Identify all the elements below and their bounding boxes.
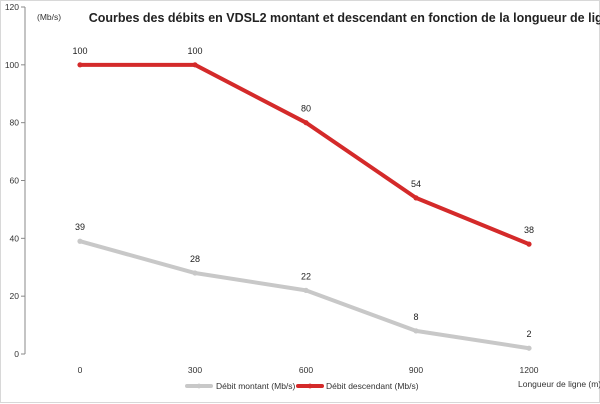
data-label-debit-montant: 39 (75, 222, 85, 232)
legend-marker-debit-montant (196, 383, 202, 389)
legend-label-debit-descendant: Débit descendant (Mb/s) (326, 381, 419, 391)
data-label-debit-descendant: 38 (524, 225, 534, 235)
data-point-debit-descendant (413, 195, 419, 201)
chart-title: Courbes des débits en VDSL2 montant et d… (89, 11, 600, 25)
y-tick-label: 120 (5, 2, 19, 12)
data-point-debit-descendant (77, 62, 83, 68)
data-point-debit-descendant (526, 241, 532, 247)
data-label-debit-descendant: 100 (187, 46, 202, 56)
x-tick-label: 300 (188, 365, 202, 375)
x-tick-label: 0 (78, 365, 83, 375)
data-point-debit-descendant (303, 120, 309, 126)
x-tick-label: 900 (409, 365, 423, 375)
y-tick-label: 80 (10, 118, 20, 128)
data-label-debit-montant: 22 (301, 271, 311, 281)
legend-marker-debit-descendant (307, 383, 313, 389)
x-axis-label: Longueur de ligne (m) (518, 379, 600, 389)
data-point-debit-montant (77, 238, 83, 244)
data-label-debit-montant: 2 (526, 329, 531, 339)
y-tick-label: 100 (5, 60, 19, 70)
data-point-debit-descendant (192, 62, 198, 68)
series-line-debit-montant (78, 239, 531, 351)
x-tick-label: 600 (299, 365, 313, 375)
series-layer: 39 28 22 8 2 100 100 80 54 38 (72, 46, 534, 351)
legend: Débit montant (Mb/s) Débit descendant (Mb… (185, 381, 419, 391)
x-tick-label: 1200 (520, 365, 539, 375)
data-label-debit-montant: 8 (413, 312, 418, 322)
series-line-debit-descendant (78, 62, 531, 247)
y-axis-ticks: 0 20 40 60 80 100 120 (5, 2, 25, 359)
data-label-debit-montant: 28 (190, 254, 200, 264)
data-label-debit-descendant: 80 (301, 104, 311, 114)
y-tick-label: 20 (10, 291, 20, 301)
x-axis-ticks: 0 300 600 900 1200 (78, 365, 539, 375)
y-axis-label: (Mb/s) (37, 12, 61, 22)
data-point-debit-montant (192, 270, 198, 276)
y-tick-label: 60 (10, 176, 20, 186)
data-label-debit-descendant: 54 (411, 179, 421, 189)
y-tick-label: 0 (14, 349, 19, 359)
data-label-debit-descendant: 100 (72, 46, 87, 56)
data-point-debit-montant (303, 287, 309, 293)
data-point-debit-montant (413, 328, 419, 334)
legend-label-debit-montant: Débit montant (Mb/s) (216, 381, 296, 391)
y-tick-label: 40 (10, 233, 20, 243)
data-point-debit-montant (526, 345, 532, 351)
